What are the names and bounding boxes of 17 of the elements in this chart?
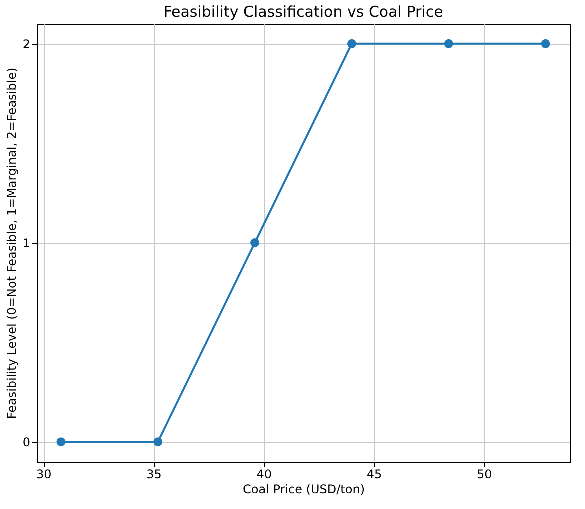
x-tick-label: 50 xyxy=(476,468,492,482)
x-tick-label: 45 xyxy=(366,468,382,482)
point xyxy=(250,238,260,248)
point xyxy=(56,438,66,447)
y-axis-title: Feasibility Level (0=Not Feasible, 1=Marginal, 2=Feasible) xyxy=(4,68,19,420)
y-tick-label: 2 xyxy=(22,37,30,52)
point xyxy=(541,39,550,48)
x-axis-title: Coal Price (USD/ton) xyxy=(242,482,366,496)
y-tick-label: 1 xyxy=(22,236,30,250)
y-tick-label: 0 xyxy=(22,436,30,450)
point xyxy=(444,39,454,48)
point xyxy=(154,438,163,447)
x-tick-label: 30 xyxy=(36,468,52,482)
x-tick-label: 40 xyxy=(256,468,272,482)
chart-title: Feasibility Classification vs Coal Price xyxy=(164,3,444,21)
point xyxy=(347,39,356,48)
x-tick-label: 35 xyxy=(146,468,162,482)
